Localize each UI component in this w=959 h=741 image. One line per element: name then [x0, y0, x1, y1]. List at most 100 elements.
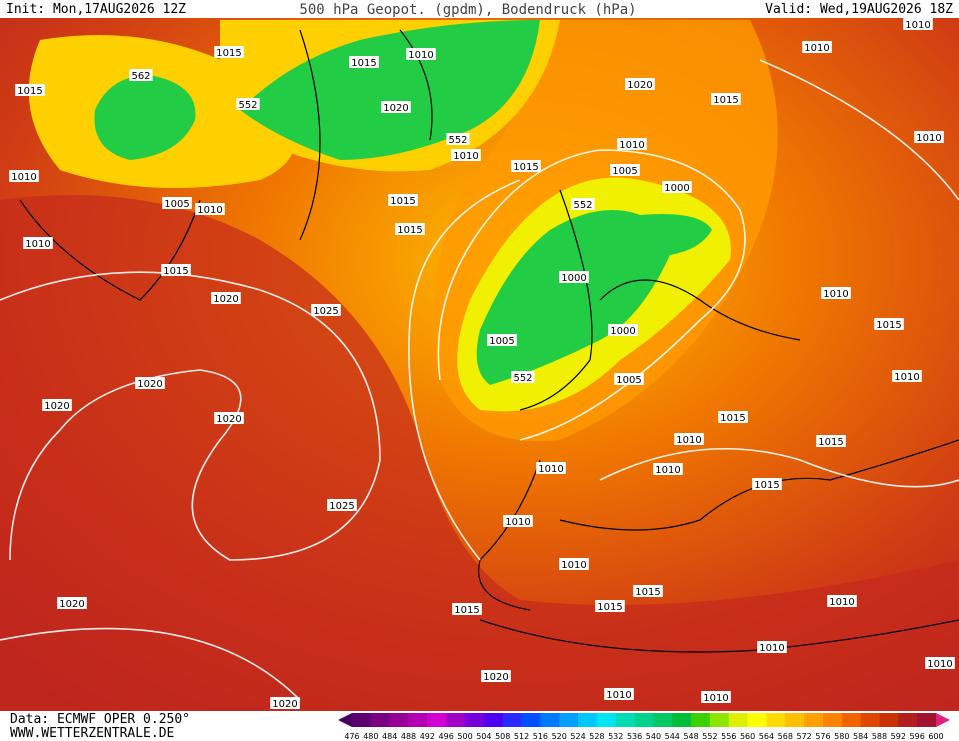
isobar-label-box — [821, 287, 851, 299]
isobar-label: 1010 — [676, 435, 701, 446]
colorbar-swatch — [917, 713, 937, 727]
isobar-label: 1015 — [713, 95, 738, 106]
colorbar-swatch — [615, 713, 636, 727]
colorbar-swatch — [860, 713, 880, 727]
isobar-label: 1010 — [823, 289, 848, 300]
isobar-label-box — [816, 435, 846, 447]
colorbar-swatch — [747, 713, 767, 727]
isobar-label: 1000 — [561, 273, 586, 284]
isobar-label-box — [349, 56, 379, 68]
isobar-label-box — [802, 41, 832, 53]
colorbar-swatch — [483, 713, 504, 727]
isobar — [0, 59, 959, 701]
colorbar-label: 588 — [872, 732, 887, 741]
isobar-label: 552 — [238, 100, 257, 111]
colorbar-label: 484 — [382, 732, 397, 741]
isobar-label: 562 — [131, 71, 150, 82]
isobar-label-box — [57, 597, 87, 609]
isobar-label-box — [15, 84, 45, 96]
isobar-label-box — [451, 149, 481, 161]
isobar-label: 1020 — [627, 80, 652, 91]
isobar-label-box — [511, 371, 535, 383]
colorbar-label: 596 — [910, 732, 925, 741]
isobar-label: 1015 — [635, 587, 660, 598]
isobar-label-box — [595, 600, 625, 612]
isobar-label: 1005 — [489, 336, 514, 347]
isobar-label: 1005 — [164, 199, 189, 210]
colorbar-end — [936, 713, 950, 727]
colorbar-swatch — [596, 713, 617, 727]
isobar-label: 552 — [513, 373, 532, 384]
colorbar-label: 476 — [344, 732, 359, 741]
isobar-label-box — [487, 334, 517, 346]
colorbar-swatch — [822, 713, 843, 727]
isobar-label-box — [914, 131, 944, 143]
colorbar: 476 480 484 488 492 496 500 504 508 512 516 520 524 5… — [338, 713, 950, 741]
isobar-label: 1015 — [17, 86, 42, 97]
colorbar-label: 540 — [646, 732, 661, 741]
isobar-label: 1015 — [390, 196, 415, 207]
valid-time: Valid: Wed,19AUG2026 18Z — [765, 2, 953, 17]
isobar-label: 1015 — [818, 437, 843, 448]
isobar-label: 1005 — [612, 166, 637, 177]
colorbar-label: 496 — [439, 732, 454, 741]
colorbar-swatch — [672, 713, 692, 727]
isobar-label-box — [617, 138, 647, 150]
isobar-label-box — [752, 478, 782, 490]
colorbar-swatch — [559, 713, 579, 727]
colorbar-label: 516 — [533, 732, 548, 741]
colorbar-label: 592 — [891, 732, 906, 741]
isobar-label: 1010 — [655, 465, 680, 476]
isobar-label: 1015 — [163, 266, 188, 277]
colorbar-label: 556 — [721, 732, 736, 741]
colorbar-swatch — [898, 713, 918, 727]
isobar-label-box — [701, 691, 731, 703]
colorbar-end — [338, 713, 352, 727]
isobar-label: 1020 — [483, 672, 508, 683]
isobar-label-box — [481, 670, 511, 682]
isobar-label-box — [214, 46, 244, 58]
isobar-label-box — [608, 324, 638, 336]
isobar-label-box — [452, 603, 482, 615]
colorbar-swatch — [691, 713, 711, 727]
colorbar-swatch — [521, 713, 541, 727]
colorbar-label: 552 — [702, 732, 717, 741]
colorbar-swatch — [446, 713, 466, 727]
colorbar-label: 600 — [928, 732, 943, 741]
isobar-label-box — [625, 78, 655, 90]
colorbar-swatch — [728, 713, 749, 727]
colorbar-label: 528 — [589, 732, 604, 741]
isobar-label: 1010 — [606, 690, 631, 701]
colorbar-swatch — [785, 713, 805, 727]
isobar-label: 1000 — [610, 326, 635, 337]
isobar-label: 1020 — [44, 401, 69, 412]
isobar-label: 1015 — [454, 605, 479, 616]
isobar-label-box — [42, 399, 72, 411]
isobar-label-box — [653, 463, 683, 475]
isobar-label: 1025 — [329, 501, 354, 512]
isobar-label-box — [503, 515, 533, 527]
colorbar-label: 504 — [476, 732, 491, 741]
isobar-label-box — [23, 237, 53, 249]
isobar-label-box — [633, 585, 663, 597]
colorbar-swatch — [879, 713, 899, 727]
isobar-label: 1005 — [616, 375, 641, 386]
isobar-label-box — [662, 181, 692, 193]
colorbar-swatch — [465, 713, 485, 727]
isobar-label-box — [195, 203, 225, 215]
isobar-label: 1015 — [754, 480, 779, 491]
colorbar-label: 568 — [778, 732, 793, 741]
isobar-label-box — [536, 462, 566, 474]
isobar-label: 1010 — [561, 560, 586, 571]
isobar-label: 1010 — [408, 50, 433, 61]
colorbar-label: 572 — [796, 732, 811, 741]
isobar-label: 1020 — [383, 103, 408, 114]
isobar-label: 1015 — [597, 602, 622, 613]
isobar-label-box — [559, 558, 589, 570]
isobar-label: 1010 — [703, 693, 728, 704]
isobar-labels: 1015 1010 1015 1010 1010 1015 562 552 1020 1020 10… — [9, 18, 955, 710]
isobar-label-box — [610, 164, 640, 176]
low-centre — [240, 20, 540, 160]
